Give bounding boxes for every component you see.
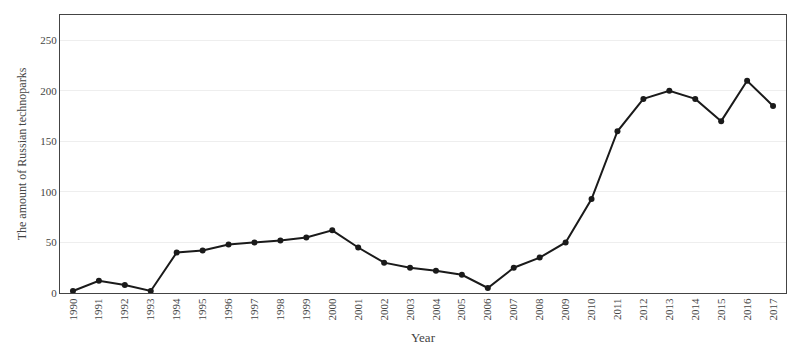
- svg-text:2007: 2007: [507, 298, 519, 321]
- svg-text:1997: 1997: [248, 298, 260, 321]
- svg-text:2013: 2013: [663, 298, 675, 321]
- svg-text:2003: 2003: [404, 298, 416, 321]
- svg-text:200: 200: [40, 85, 57, 97]
- svg-text:1994: 1994: [170, 298, 182, 321]
- svg-text:2006: 2006: [481, 298, 493, 321]
- svg-text:150: 150: [40, 135, 57, 147]
- svg-text:2014: 2014: [689, 298, 701, 321]
- svg-text:The amount of Russian technopa: The amount of Russian technoparks: [15, 67, 29, 240]
- svg-text:2001: 2001: [352, 298, 364, 320]
- svg-text:2005: 2005: [455, 298, 467, 321]
- svg-text:1996: 1996: [222, 298, 234, 321]
- svg-text:2002: 2002: [378, 298, 390, 320]
- svg-text:1993: 1993: [144, 298, 156, 321]
- svg-text:1999: 1999: [300, 298, 312, 321]
- svg-text:2011: 2011: [611, 298, 623, 320]
- svg-text:2012: 2012: [637, 298, 649, 320]
- svg-text:0: 0: [51, 287, 57, 299]
- svg-text:2015: 2015: [715, 298, 727, 321]
- svg-text:2000: 2000: [326, 298, 338, 321]
- svg-text:2004: 2004: [430, 298, 442, 321]
- svg-text:1995: 1995: [196, 298, 208, 321]
- svg-text:2008: 2008: [533, 298, 545, 321]
- svg-text:50: 50: [46, 236, 58, 248]
- svg-text:250: 250: [40, 34, 57, 46]
- svg-text:1990: 1990: [67, 298, 79, 321]
- svg-text:1992: 1992: [118, 298, 130, 320]
- svg-text:2017: 2017: [767, 298, 779, 321]
- svg-text:100: 100: [40, 186, 57, 198]
- svg-text:Year: Year: [411, 330, 436, 345]
- svg-text:2010: 2010: [585, 298, 597, 321]
- svg-text:2009: 2009: [559, 298, 571, 321]
- svg-text:2016: 2016: [741, 298, 753, 321]
- svg-text:1998: 1998: [274, 298, 286, 321]
- svg-text:1991: 1991: [92, 298, 104, 320]
